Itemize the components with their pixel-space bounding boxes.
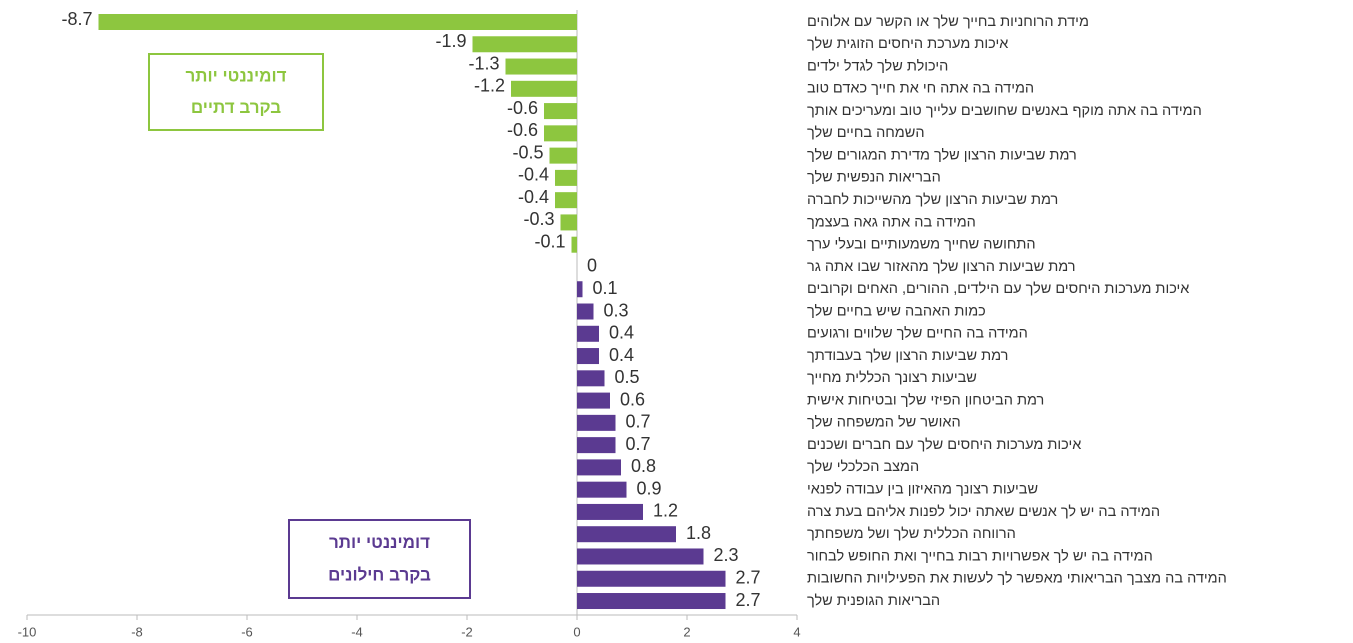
bar xyxy=(577,348,599,365)
category-label: רמת שביעות הרצון שלך מהשייכות לחברה xyxy=(807,191,1058,208)
value-label: 0.9 xyxy=(637,478,662,498)
bar xyxy=(577,281,583,298)
bar xyxy=(577,548,704,565)
value-label: -1.9 xyxy=(435,31,466,51)
category-label: המידה בה אתה גאה בעצמך xyxy=(807,214,976,230)
bar xyxy=(555,192,577,209)
category-label: האושר של המשפחה שלך xyxy=(807,414,961,431)
bar xyxy=(505,58,577,75)
bar xyxy=(560,214,577,231)
category-label: המידה בה אתה מוקף באנשים שחושבים עלייך ט… xyxy=(807,102,1202,119)
bar xyxy=(549,147,577,164)
x-tick-label: -6 xyxy=(241,624,253,639)
x-tick-label: -10 xyxy=(18,624,37,639)
value-label: 0 xyxy=(587,256,597,276)
category-label: רמת שביעות הרצון שלך בעבודתך xyxy=(807,347,1008,364)
value-label: 0.7 xyxy=(626,412,651,432)
value-label: -8.7 xyxy=(61,9,92,29)
bar xyxy=(544,125,577,142)
value-label: 2.3 xyxy=(714,545,739,565)
bar xyxy=(98,14,577,30)
category-label: הרווחה הכללית שלך ושל משפחתך xyxy=(807,525,1016,542)
x-tick-label: -2 xyxy=(461,624,473,639)
bar xyxy=(472,36,577,53)
value-label: -0.5 xyxy=(512,142,543,162)
category-label: רמת שביעות הרצון שלך מדירת המגורים שלך xyxy=(807,146,1077,163)
bar xyxy=(577,481,627,498)
x-tick-label: 2 xyxy=(683,624,690,639)
x-tick-label: 4 xyxy=(793,624,800,639)
bar xyxy=(577,526,676,543)
x-tick-label: 0 xyxy=(573,624,580,639)
bar xyxy=(555,169,577,186)
category-label: המידה בה מצבך הבריאותי מאפשר לך לעשות את… xyxy=(807,570,1227,587)
annotation-text: דומיננטי יותר xyxy=(186,66,287,85)
bar xyxy=(577,570,726,587)
value-label: 0.4 xyxy=(609,323,634,343)
bar xyxy=(577,325,599,342)
category-label: איכות מערכות היחסים שלך עם הילדים, ההורי… xyxy=(807,280,1189,297)
value-label: 0.7 xyxy=(626,434,651,454)
value-label: 1.2 xyxy=(653,501,678,521)
value-label: 0.6 xyxy=(620,389,645,409)
bar xyxy=(577,437,616,454)
category-label: המידה בה יש לך אנשים שאתה יכול לפנות אלי… xyxy=(807,503,1160,520)
value-label: 1.8 xyxy=(686,523,711,543)
value-label: 2.7 xyxy=(736,568,761,588)
category-label: שביעות רצונך מהאיזון בין עבודה לפנאי xyxy=(807,480,1038,497)
value-label: -1.3 xyxy=(468,53,499,73)
bar xyxy=(577,459,621,476)
value-label: -0.1 xyxy=(534,231,565,251)
x-tick-label: -4 xyxy=(351,624,363,639)
value-label: -1.2 xyxy=(474,76,505,96)
bar xyxy=(544,103,577,120)
value-label: -0.6 xyxy=(507,120,538,140)
category-label: התחושה שחייך משמעותיים ובעלי ערך xyxy=(807,236,1036,253)
value-label: 0.8 xyxy=(631,456,656,476)
value-label: 0.5 xyxy=(615,367,640,387)
bar xyxy=(571,236,577,253)
value-label: 0.1 xyxy=(593,278,618,298)
annotation-text: בקרב חילונים xyxy=(328,566,431,585)
value-label: 0.4 xyxy=(609,345,634,365)
annotation-text: דומיננטי יותר xyxy=(329,533,430,552)
bar xyxy=(577,303,594,320)
category-label: המידה בה החיים שלך שלווים ורגועים xyxy=(807,325,1028,342)
value-label: 2.7 xyxy=(736,590,761,610)
value-label: 0.3 xyxy=(604,300,629,320)
category-label: המצב הכלכלי שלך xyxy=(807,458,919,475)
category-label: השמחה בחיים שלך xyxy=(807,124,925,141)
annotation-box xyxy=(288,519,471,599)
category-label: רמת הביטחון הפיזי שלך ובטיחות אישית xyxy=(807,391,1044,408)
category-label: היכולת שלך לגדל ילדים xyxy=(807,57,948,74)
bar xyxy=(577,503,643,520)
value-label: -0.3 xyxy=(523,209,554,229)
bar xyxy=(577,593,726,610)
category-label: איכות מערכת היחסים הזוגית שלך xyxy=(807,35,1008,52)
value-label: -0.6 xyxy=(507,98,538,118)
category-label: הבריאות הגופנית שלך xyxy=(807,592,940,609)
value-label: -0.4 xyxy=(518,165,549,185)
category-label: המידה בה יש לך אפשרויות רבות בחייך ואת ה… xyxy=(807,547,1153,564)
category-label: שביעות רצונך הכללית מחייך xyxy=(807,369,977,386)
bar xyxy=(577,370,605,387)
annotation-box xyxy=(148,53,324,131)
category-label: מידת הרוחניות בחייך שלך או הקשר עם אלוהי… xyxy=(807,13,1089,30)
annotation-text: בקרב דתיים xyxy=(191,98,281,117)
bar xyxy=(511,80,577,97)
bar xyxy=(577,392,610,409)
category-label: כמות האהבה שיש בחיים שלך xyxy=(807,302,986,319)
x-tick-label: -8 xyxy=(131,624,143,639)
bar xyxy=(577,414,616,431)
category-label: רמת שביעות הרצון שלך מהאזור שבו אתה גר xyxy=(807,258,1076,275)
category-label: המידה בה אתה חי את חייך כאדם טוב xyxy=(807,81,1034,97)
category-label: איכות מערכות היחסים שלך עם חברים ושכנים xyxy=(807,436,1081,453)
category-label: הבריאות הנפשית שלך xyxy=(807,169,941,186)
value-label: -0.4 xyxy=(518,187,549,207)
